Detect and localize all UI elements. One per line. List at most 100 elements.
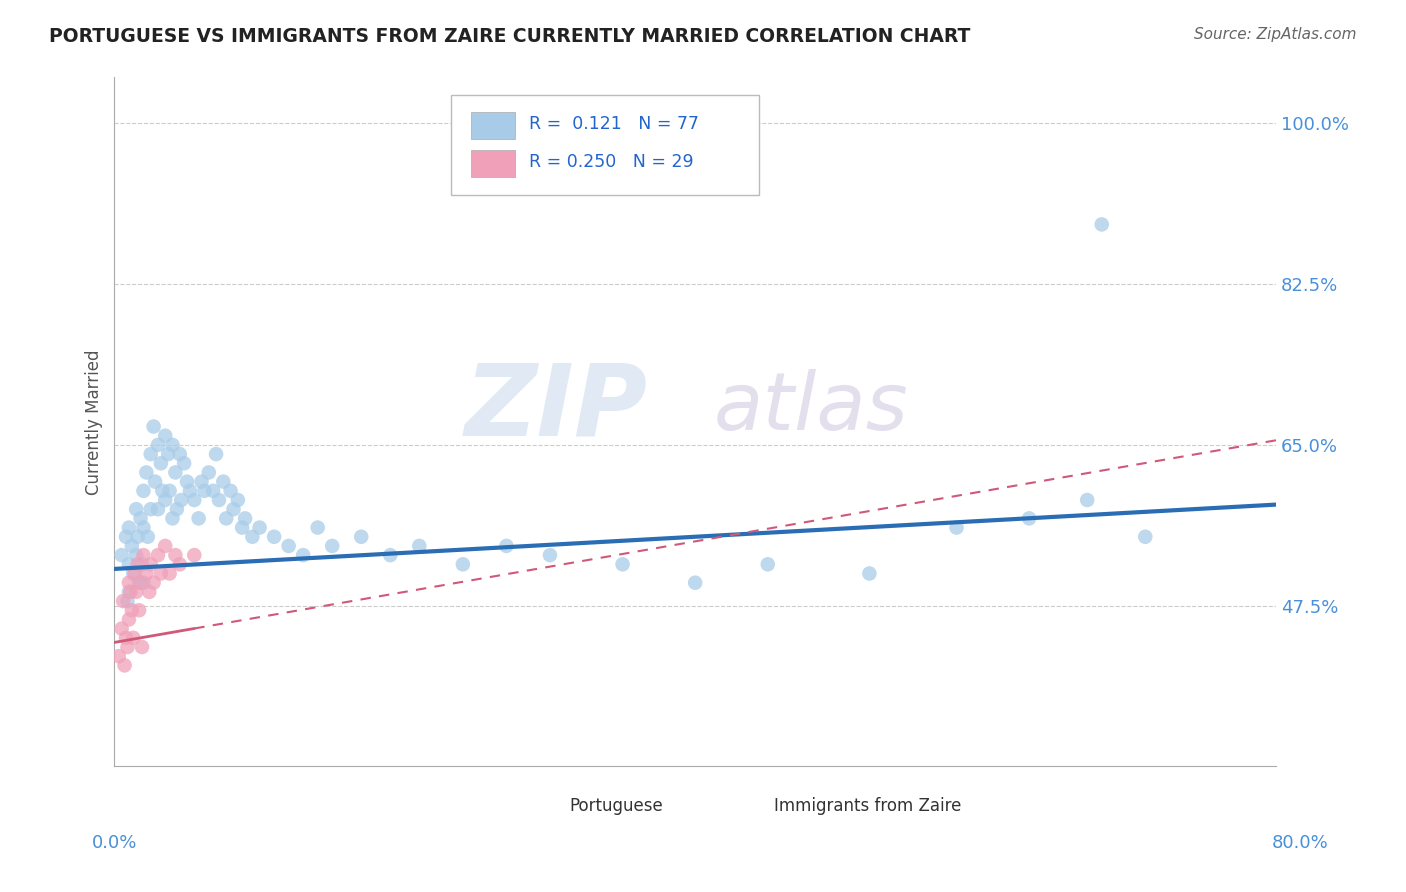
Point bbox=[155, 539, 177, 553]
Point bbox=[125, 548, 148, 562]
Point bbox=[118, 612, 141, 626]
Point bbox=[202, 483, 225, 498]
Bar bbox=[527, 798, 560, 814]
Point bbox=[146, 548, 169, 562]
Point bbox=[226, 493, 249, 508]
Point bbox=[292, 548, 315, 562]
Point bbox=[277, 539, 299, 553]
Point bbox=[139, 502, 162, 516]
Point bbox=[115, 631, 138, 645]
Point bbox=[176, 475, 198, 489]
Y-axis label: Currently Married: Currently Married bbox=[86, 349, 103, 495]
Point bbox=[118, 520, 141, 534]
Point bbox=[1018, 511, 1040, 525]
Point bbox=[111, 548, 134, 562]
Point bbox=[129, 575, 152, 590]
Point bbox=[451, 558, 474, 572]
Point bbox=[219, 483, 242, 498]
Point bbox=[683, 575, 706, 590]
Point bbox=[129, 511, 152, 525]
Text: PORTUGUESE VS IMMIGRANTS FROM ZAIRE CURRENTLY MARRIED CORRELATION CHART: PORTUGUESE VS IMMIGRANTS FROM ZAIRE CURR… bbox=[49, 27, 970, 45]
Point bbox=[131, 558, 153, 572]
Point bbox=[159, 483, 181, 498]
Point bbox=[131, 640, 153, 654]
Text: R = 0.250   N = 29: R = 0.250 N = 29 bbox=[529, 153, 693, 171]
Point bbox=[146, 438, 169, 452]
Point bbox=[155, 428, 177, 442]
Point bbox=[612, 558, 634, 572]
Point bbox=[197, 466, 219, 480]
Point bbox=[120, 585, 142, 599]
Point bbox=[107, 649, 129, 664]
Point bbox=[170, 493, 193, 508]
Point bbox=[155, 493, 177, 508]
Point bbox=[249, 520, 271, 534]
Point bbox=[222, 502, 245, 516]
Point bbox=[139, 558, 162, 572]
Point bbox=[1076, 493, 1098, 508]
Point bbox=[321, 539, 343, 553]
Point bbox=[124, 566, 146, 581]
Point bbox=[149, 456, 172, 470]
Text: Source: ZipAtlas.com: Source: ZipAtlas.com bbox=[1194, 27, 1357, 42]
Point bbox=[408, 539, 430, 553]
Point bbox=[495, 539, 517, 553]
Point bbox=[208, 493, 231, 508]
Point bbox=[187, 511, 209, 525]
Point bbox=[132, 548, 155, 562]
Point bbox=[128, 603, 150, 617]
Point bbox=[146, 502, 169, 516]
Point bbox=[193, 483, 215, 498]
Point bbox=[138, 585, 160, 599]
Point bbox=[117, 640, 139, 654]
Point bbox=[132, 483, 155, 498]
Point bbox=[183, 548, 205, 562]
Point bbox=[380, 548, 402, 562]
Point bbox=[117, 594, 139, 608]
Point bbox=[135, 566, 157, 581]
Bar bbox=[471, 150, 515, 178]
Point bbox=[215, 511, 238, 525]
Point bbox=[263, 530, 285, 544]
Point bbox=[150, 483, 173, 498]
Point bbox=[212, 475, 235, 489]
Point bbox=[169, 447, 191, 461]
Point bbox=[112, 594, 135, 608]
Point bbox=[179, 483, 201, 498]
Text: ZIP: ZIP bbox=[464, 359, 647, 457]
Point bbox=[858, 566, 880, 581]
Point bbox=[142, 575, 165, 590]
FancyBboxPatch shape bbox=[451, 95, 759, 194]
Bar bbox=[730, 798, 762, 814]
Point bbox=[125, 585, 148, 599]
Point bbox=[136, 530, 159, 544]
Text: R =  0.121   N = 77: R = 0.121 N = 77 bbox=[529, 115, 699, 133]
Point bbox=[756, 558, 779, 572]
Point bbox=[183, 493, 205, 508]
Text: atlas: atlas bbox=[714, 369, 908, 447]
Point bbox=[115, 530, 138, 544]
Point bbox=[945, 520, 967, 534]
Point bbox=[350, 530, 373, 544]
Bar bbox=[471, 112, 515, 139]
Point bbox=[127, 530, 149, 544]
Point bbox=[142, 419, 165, 434]
Point bbox=[169, 558, 191, 572]
Point bbox=[118, 558, 141, 572]
Point bbox=[159, 566, 181, 581]
Point bbox=[307, 520, 329, 534]
Point bbox=[190, 475, 212, 489]
Point bbox=[121, 603, 143, 617]
Point bbox=[166, 502, 188, 516]
Point bbox=[122, 566, 145, 581]
Text: Immigrants from Zaire: Immigrants from Zaire bbox=[775, 797, 962, 814]
Point bbox=[165, 466, 187, 480]
Point bbox=[165, 548, 187, 562]
Point bbox=[1135, 530, 1157, 544]
Point bbox=[157, 447, 180, 461]
Point bbox=[118, 575, 141, 590]
Point bbox=[135, 466, 157, 480]
Text: Portuguese: Portuguese bbox=[569, 797, 664, 814]
Point bbox=[139, 447, 162, 461]
Point bbox=[111, 622, 134, 636]
